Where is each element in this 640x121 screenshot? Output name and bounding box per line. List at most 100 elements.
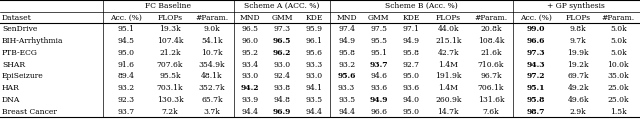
Text: 95.0: 95.0 [403, 72, 420, 80]
Text: 95.9: 95.9 [306, 25, 323, 33]
Text: 94.2: 94.2 [241, 84, 259, 92]
Text: 94.1: 94.1 [306, 84, 323, 92]
Text: 95.1: 95.1 [371, 49, 387, 57]
Text: 93.6: 93.6 [403, 84, 420, 92]
Text: 707.6k: 707.6k [157, 61, 183, 69]
Text: 94.0: 94.0 [403, 96, 420, 104]
Text: 96.0: 96.0 [241, 37, 259, 45]
Text: 5.0k: 5.0k [610, 49, 627, 57]
Text: #Param.: #Param. [602, 14, 635, 22]
Text: 93.7: 93.7 [369, 61, 388, 69]
Text: DNA: DNA [2, 96, 20, 104]
Text: 93.7: 93.7 [118, 108, 135, 116]
Text: 19.2k: 19.2k [567, 61, 589, 69]
Text: 69.7k: 69.7k [567, 72, 589, 80]
Text: 95.1: 95.1 [527, 84, 545, 92]
Text: Acc. (%): Acc. (%) [111, 14, 142, 22]
Text: 65.7k: 65.7k [201, 96, 223, 104]
Text: 44.0k: 44.0k [437, 25, 459, 33]
Text: 25.0k: 25.0k [607, 96, 629, 104]
Text: HAR: HAR [2, 84, 20, 92]
Text: FLOPs: FLOPs [566, 14, 591, 22]
Text: 96.5: 96.5 [273, 37, 291, 45]
Text: 3.7k: 3.7k [204, 108, 220, 116]
Text: 19.9k: 19.9k [567, 49, 589, 57]
Text: SenDrive: SenDrive [2, 25, 37, 33]
Text: 14.7k: 14.7k [437, 108, 459, 116]
Text: 93.9: 93.9 [241, 96, 259, 104]
Text: 9.7k: 9.7k [570, 37, 586, 45]
Text: 96.6: 96.6 [527, 37, 545, 45]
Text: 93.5: 93.5 [306, 96, 323, 104]
Text: 94.6: 94.6 [371, 72, 387, 80]
Text: 95.8: 95.8 [527, 96, 545, 104]
Text: KDE: KDE [403, 14, 420, 22]
Text: 97.2: 97.2 [527, 72, 545, 80]
Text: 25.0k: 25.0k [607, 84, 629, 92]
Text: 1.5k: 1.5k [610, 108, 627, 116]
Text: 35.0k: 35.0k [607, 72, 629, 80]
Text: EpiSeizure: EpiSeizure [2, 72, 44, 80]
Text: 94.9: 94.9 [338, 37, 355, 45]
Text: 94.4: 94.4 [241, 108, 259, 116]
Text: 96.9: 96.9 [273, 108, 291, 116]
Text: 5.0k: 5.0k [610, 25, 627, 33]
Text: 215.1k: 215.1k [435, 37, 461, 45]
Text: 95.8: 95.8 [338, 49, 355, 57]
Text: #Param.: #Param. [195, 14, 228, 22]
Text: 95.5: 95.5 [371, 37, 387, 45]
Text: 42.7k: 42.7k [437, 49, 459, 57]
Text: 95.5k: 95.5k [159, 72, 180, 80]
Text: 10.0k: 10.0k [607, 61, 629, 69]
Text: 9.8k: 9.8k [570, 25, 586, 33]
Text: 5.0k: 5.0k [610, 37, 627, 45]
Text: PTB-ECG: PTB-ECG [2, 49, 38, 57]
Text: 95.0: 95.0 [118, 49, 135, 57]
Text: 94.9: 94.9 [403, 37, 420, 45]
Text: 93.2: 93.2 [118, 84, 135, 92]
Text: MND: MND [239, 14, 260, 22]
Text: 97.5: 97.5 [371, 25, 387, 33]
Text: 352.7k: 352.7k [198, 84, 225, 92]
Text: 93.6: 93.6 [371, 84, 387, 92]
Text: 94.4: 94.4 [306, 108, 323, 116]
Text: 94.9: 94.9 [370, 96, 388, 104]
Text: 95.8: 95.8 [403, 49, 420, 57]
Text: 93.3: 93.3 [306, 61, 323, 69]
Text: 1.4M: 1.4M [438, 61, 458, 69]
Text: 96.1: 96.1 [306, 37, 323, 45]
Text: 94.8: 94.8 [273, 96, 291, 104]
Text: 98.7: 98.7 [527, 108, 545, 116]
Text: 7.2k: 7.2k [162, 108, 179, 116]
Text: 49.6k: 49.6k [567, 96, 589, 104]
Text: 2.9k: 2.9k [570, 108, 586, 116]
Text: KDE: KDE [306, 14, 323, 22]
Text: 20.8k: 20.8k [480, 25, 502, 33]
Text: 92.3: 92.3 [118, 96, 135, 104]
Text: 93.0: 93.0 [241, 72, 259, 80]
Text: 91.6: 91.6 [118, 61, 135, 69]
Text: 94.3: 94.3 [527, 61, 545, 69]
Text: 260.9k: 260.9k [435, 96, 461, 104]
Text: 706.1k: 706.1k [477, 84, 504, 92]
Text: FC Baseline: FC Baseline [145, 2, 191, 10]
Text: GMM: GMM [368, 14, 390, 22]
Text: 93.3: 93.3 [338, 84, 355, 92]
Text: 19.3k: 19.3k [159, 25, 181, 33]
Text: 107.4k: 107.4k [157, 37, 183, 45]
Text: MND: MND [336, 14, 357, 22]
Text: 97.3: 97.3 [527, 49, 545, 57]
Text: 97.3: 97.3 [273, 25, 291, 33]
Text: 93.8: 93.8 [273, 84, 291, 92]
Text: 96.7k: 96.7k [480, 72, 502, 80]
Text: 354.9k: 354.9k [198, 61, 225, 69]
Text: 95.6: 95.6 [337, 72, 356, 80]
Text: 10.7k: 10.7k [201, 49, 223, 57]
Text: 93.4: 93.4 [241, 61, 259, 69]
Text: + GP synthesis: + GP synthesis [547, 2, 605, 10]
Text: 96.5: 96.5 [241, 25, 259, 33]
Text: 96.6: 96.6 [371, 108, 387, 116]
Text: 89.4: 89.4 [118, 72, 135, 80]
Text: 93.0: 93.0 [273, 61, 291, 69]
Text: Dataset: Dataset [2, 14, 31, 22]
